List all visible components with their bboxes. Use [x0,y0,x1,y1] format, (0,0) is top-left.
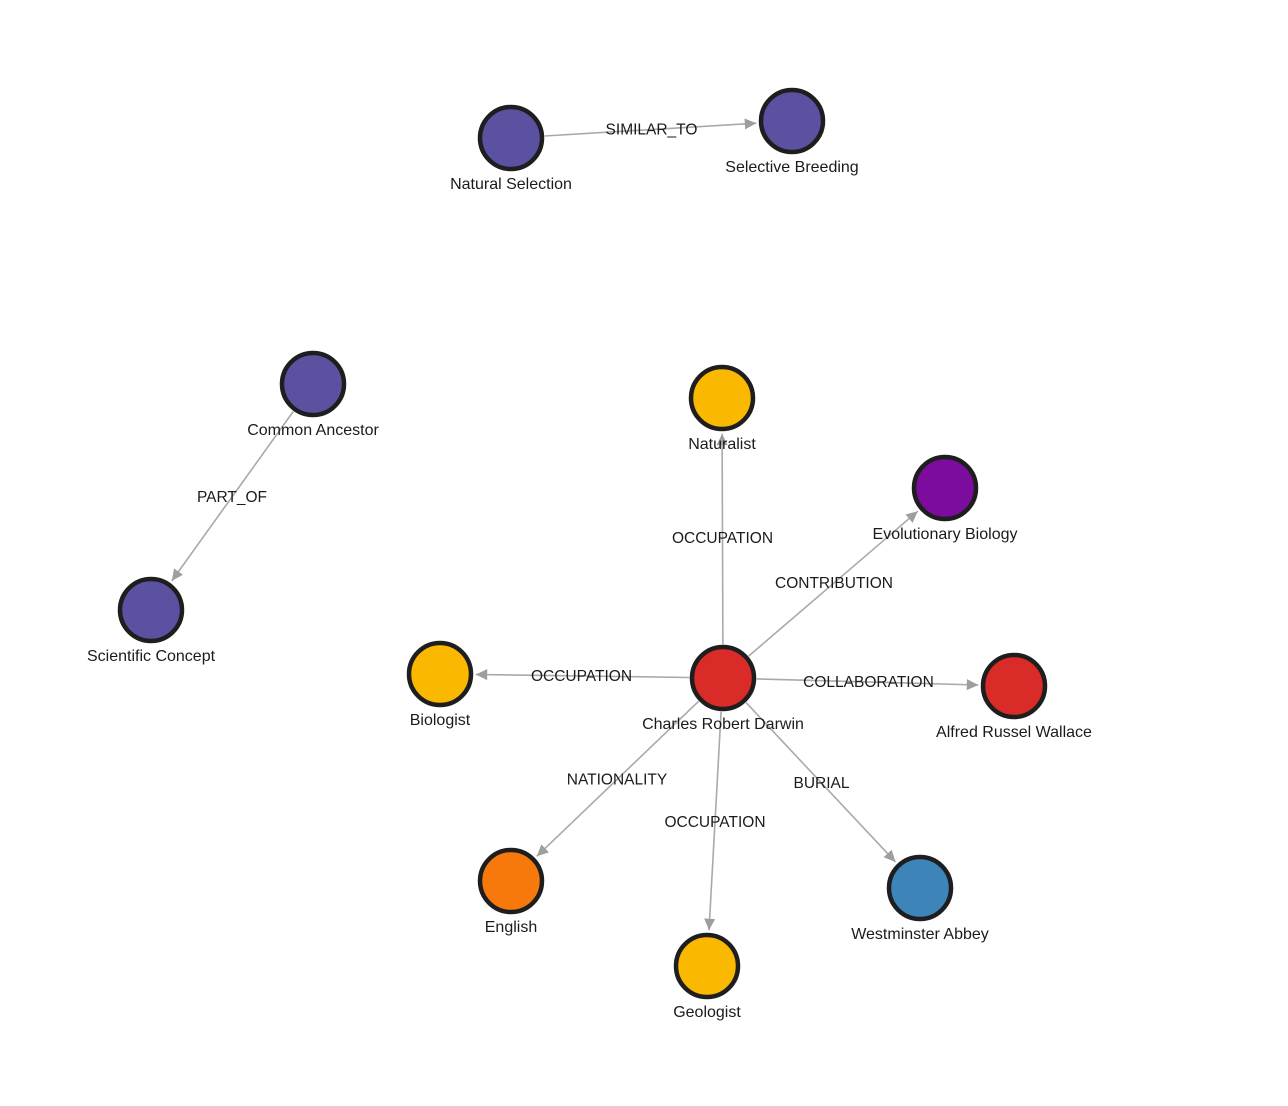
node-group-english: English [477,847,545,936]
edge-label-common-ancestor-scientific-concept[interactable]: PART_OF [197,489,267,506]
node-group-geologist: Geologist [673,932,741,1021]
node-caption-geologist: Geologist [673,1004,741,1021]
node-group-natural-selection: Natural Selection [450,104,572,193]
edge-label-charles-robert-darwin-naturalist[interactable]: OCCUPATION [672,530,773,547]
edge-charles-robert-darwin-westminster-abbey[interactable] [745,702,897,863]
edge-charles-robert-darwin-naturalist[interactable] [716,433,728,645]
edge-charles-robert-darwin-evolutionary-biology[interactable] [748,510,919,657]
edge-charles-robert-darwin-english[interactable] [536,700,700,857]
node-caption-naturalist: Naturalist [688,436,756,453]
node-group-evolutionary-biology: Evolutionary Biology [873,454,1018,543]
edge-charles-robert-darwin-alfred-russel-wallace[interactable] [756,678,979,691]
node-group-alfred-russel-wallace: Alfred Russel Wallace [936,652,1092,741]
node-group-selective-breeding: Selective Breeding [725,87,859,176]
node-caption-natural-selection: Natural Selection [450,176,572,193]
edge-label-charles-robert-darwin-evolutionary-biology[interactable]: CONTRIBUTION [775,575,893,592]
nodes-layer: Natural Selection Selective Breeding Commo… [87,87,1092,1021]
edge-label-charles-robert-darwin-biologist[interactable]: OCCUPATION [531,668,632,685]
node-group-charles-robert-darwin: Charles Robert Darwin [642,644,804,733]
node-caption-biologist: Biologist [410,712,471,729]
node-caption-scientific-concept: Scientific Concept [87,648,216,665]
node-caption-english: English [485,919,537,936]
node-geologist[interactable] [673,932,741,1000]
node-caption-evolutionary-biology: Evolutionary Biology [873,526,1018,543]
node-alfred-russel-wallace[interactable] [980,652,1048,720]
node-charles-robert-darwin[interactable] [689,644,757,712]
node-naturalist[interactable] [688,364,756,432]
edge-label-charles-robert-darwin-alfred-russel-wallace[interactable]: COLLABORATION [803,674,934,691]
edge-label-charles-robert-darwin-geologist[interactable]: OCCUPATION [664,814,765,831]
node-biologist[interactable] [406,640,474,708]
node-caption-westminster-abbey: Westminster Abbey [851,926,989,943]
node-evolutionary-biology[interactable] [911,454,979,522]
node-group-naturalist: Naturalist [688,364,756,453]
node-caption-alfred-russel-wallace: Alfred Russel Wallace [936,724,1092,741]
node-natural-selection[interactable] [477,104,545,172]
edge-charles-robert-darwin-biologist[interactable] [475,669,690,681]
node-group-scientific-concept: Scientific Concept [87,576,216,665]
edges-layer [171,118,979,931]
node-group-common-ancestor: Common Ancestor [247,350,379,439]
node-caption-charles-robert-darwin: Charles Robert Darwin [642,716,804,733]
edge-label-charles-robert-darwin-westminster-abbey[interactable]: BURIAL [794,775,850,792]
node-caption-selective-breeding: Selective Breeding [725,159,858,176]
node-selective-breeding[interactable] [758,87,826,155]
node-caption-common-ancestor: Common Ancestor [247,422,379,439]
node-group-biologist: Biologist [406,640,474,729]
node-scientific-concept[interactable] [117,576,185,644]
edge-label-natural-selection-selective-breeding[interactable]: SIMILAR_TO [606,122,698,139]
node-westminster-abbey[interactable] [886,854,954,922]
node-english[interactable] [477,847,545,915]
edge-labels-layer: SIMILAR_TO PART_OF OCCUPATION CONTRIBUTION O… [197,122,934,832]
edge-natural-selection-selective-breeding[interactable] [544,118,757,137]
edge-label-charles-robert-darwin-english[interactable]: NATIONALITY [567,772,667,789]
node-group-westminster-abbey: Westminster Abbey [851,854,989,943]
node-common-ancestor[interactable] [279,350,347,418]
edge-common-ancestor-scientific-concept[interactable] [171,410,294,582]
edge-charles-robert-darwin-geologist[interactable] [704,711,722,931]
